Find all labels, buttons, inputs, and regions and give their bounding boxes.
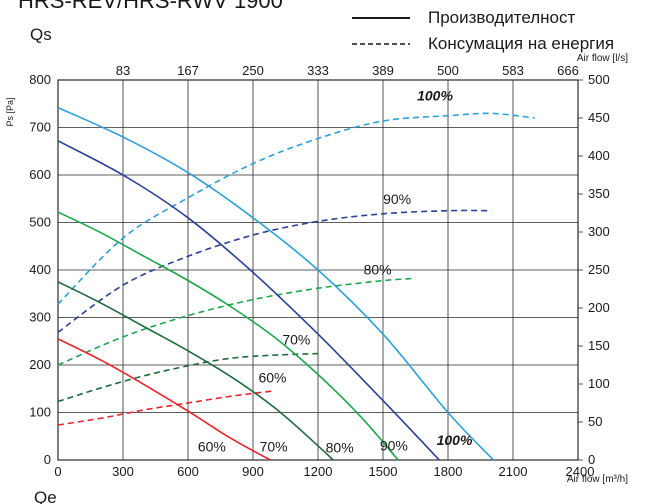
curve-annotation: 90%	[383, 191, 411, 207]
y-left-tick-label: 0	[44, 452, 51, 467]
x-top-tick-label: 83	[116, 63, 130, 78]
curve-annotation: 70%	[260, 438, 288, 454]
x-tick-label: 2100	[499, 464, 528, 479]
y-right-tick-label: 100	[588, 376, 610, 391]
x-top-tick-label: 167	[177, 63, 199, 78]
curve-annotation: 90%	[380, 438, 408, 454]
performance-curve-red	[57, 338, 271, 461]
x-top-tick-label: 500	[437, 63, 459, 78]
y-right-tick-label: 150	[588, 338, 610, 353]
y-left-tick-label: 100	[29, 405, 51, 420]
curve-annotation: 60%	[258, 369, 286, 385]
legend-power-label: Консумация на енергия	[428, 34, 614, 53]
power-curves	[57, 112, 535, 426]
qs-label: Qs	[30, 25, 52, 44]
power-curve-green	[57, 277, 416, 366]
y-left-tick-label: 600	[29, 167, 51, 182]
x-top-tick-label: 250	[242, 63, 264, 78]
power-curve-red	[57, 390, 275, 426]
left-axis-title: Ps [Pa]	[5, 97, 15, 126]
performance-curve-green	[57, 211, 399, 461]
y-right-tick-label: 200	[588, 300, 610, 315]
performance-curves	[57, 106, 495, 461]
qe-label: Qe	[34, 488, 57, 504]
y-right-tick-label: 300	[588, 224, 610, 239]
x-tick-label: 1200	[304, 464, 333, 479]
y-right-tick-label: 250	[588, 262, 610, 277]
bottom-axis-title: Air flow [m³/h]	[567, 474, 628, 485]
x-top-tick-label: 666	[557, 63, 579, 78]
power-curve-light_blue	[57, 112, 535, 305]
top-axis-title: Air flow [l/s]	[577, 53, 628, 64]
x-top-tick-label: 583	[502, 63, 524, 78]
curve-annotation: 60%	[198, 438, 226, 454]
curve-annotation: 100%	[417, 88, 453, 104]
y-right-tick-label: 400	[588, 148, 610, 163]
tick-labels: 0 300 600 900 1200 1500 1800 2100 24000100200300…	[29, 63, 609, 479]
y-left-tick-label: 500	[29, 215, 51, 230]
x-tick-label: 1500	[369, 464, 398, 479]
x-tick-label: 300	[112, 464, 134, 479]
power-curve-dark_green	[57, 352, 319, 403]
x-top-tick-label: 333	[307, 63, 329, 78]
y-right-tick-label: 50	[588, 414, 602, 429]
x-tick-label: 0	[54, 464, 61, 479]
curve-annotation: 80%	[326, 439, 354, 455]
power-curve-navy	[57, 209, 492, 333]
performance-curve-light_blue	[57, 106, 495, 461]
x-top-tick-label: 389	[372, 63, 394, 78]
curve-annotation: 80%	[364, 262, 392, 278]
y-left-tick-label: 200	[29, 357, 51, 372]
x-tick-label: 1800	[434, 464, 463, 479]
curve-annotation: 100%	[437, 432, 473, 448]
performance-curve-navy	[57, 140, 440, 461]
grid-layer	[57, 79, 583, 461]
y-left-tick-label: 700	[29, 120, 51, 135]
y-right-tick-label: 0	[588, 452, 595, 467]
y-left-tick-label: 800	[29, 72, 51, 87]
y-right-tick-label: 350	[588, 186, 610, 201]
performance-curve-dark_green	[57, 281, 334, 461]
curve-annotation: 70%	[282, 331, 310, 347]
x-tick-label: 900	[242, 464, 264, 479]
y-left-tick-label: 400	[29, 262, 51, 277]
curve-annotations: 100% 90% 80% 70% 60% 60% 70% 80% 90% 100%	[198, 88, 473, 456]
y-left-tick-label: 300	[29, 310, 51, 325]
y-right-tick-label: 450	[588, 110, 610, 125]
x-tick-label: 600	[177, 464, 199, 479]
y-right-tick-label: 500	[588, 72, 610, 87]
chart-title-partial: HRS-REV/HRS-RWV 1900	[18, 0, 283, 13]
x-tick-label: 2400	[566, 464, 595, 479]
legend-performance-label: Производителност	[428, 8, 576, 27]
